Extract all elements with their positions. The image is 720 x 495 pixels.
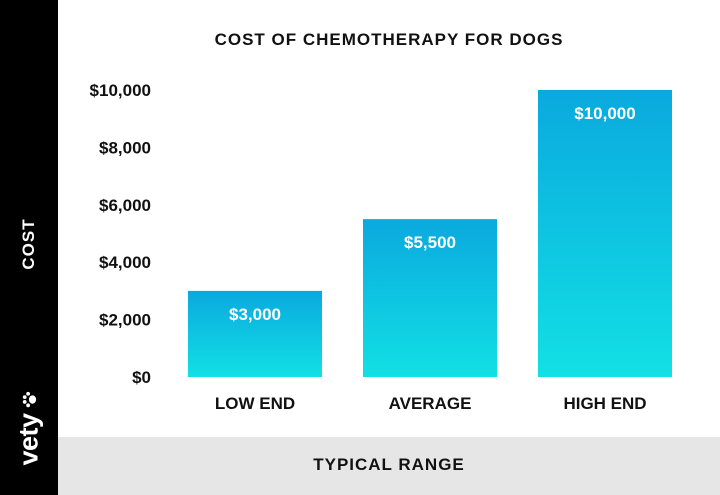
x-tick-label: HIGH END [563, 394, 646, 413]
x-axis-label: TYPICAL RANGE [313, 455, 465, 474]
chart-plot: $0 $2,000 $4,000 $6,000 $8,000 $10,000 $3,000… [90, 81, 672, 413]
bar [363, 219, 497, 377]
bars: $3,000 $5,500 $10,000 [188, 90, 672, 377]
y-tick-label: $8,000 [99, 138, 151, 157]
bar [538, 90, 672, 377]
y-tick-label: $2,000 [99, 311, 151, 330]
paw-icon [22, 391, 36, 408]
bar [188, 290, 322, 377]
y-tick-label: $10,000 [90, 81, 151, 100]
x-tick-label: AVERAGE [389, 394, 472, 413]
bar-value-label: $10,000 [574, 104, 635, 123]
bar-value-label: $3,000 [229, 305, 281, 324]
sidebar: COST vety [0, 0, 58, 495]
y-tick-label: $0 [132, 368, 151, 387]
y-tick-label: $4,000 [99, 253, 151, 272]
y-axis-ticks: $0 $2,000 $4,000 $6,000 $8,000 $10,000 [90, 81, 151, 387]
brand-logo: vety [14, 390, 45, 466]
chart-title: COST OF CHEMOTHERAPY FOR DOGS [214, 30, 564, 49]
x-tick-label: LOW END [215, 394, 295, 413]
x-axis-band: TYPICAL RANGE [58, 437, 720, 495]
y-tick-label: $6,000 [99, 196, 151, 215]
bar-value-label: $5,500 [404, 233, 456, 252]
x-axis-ticks: LOW END AVERAGE HIGH END [215, 394, 647, 413]
